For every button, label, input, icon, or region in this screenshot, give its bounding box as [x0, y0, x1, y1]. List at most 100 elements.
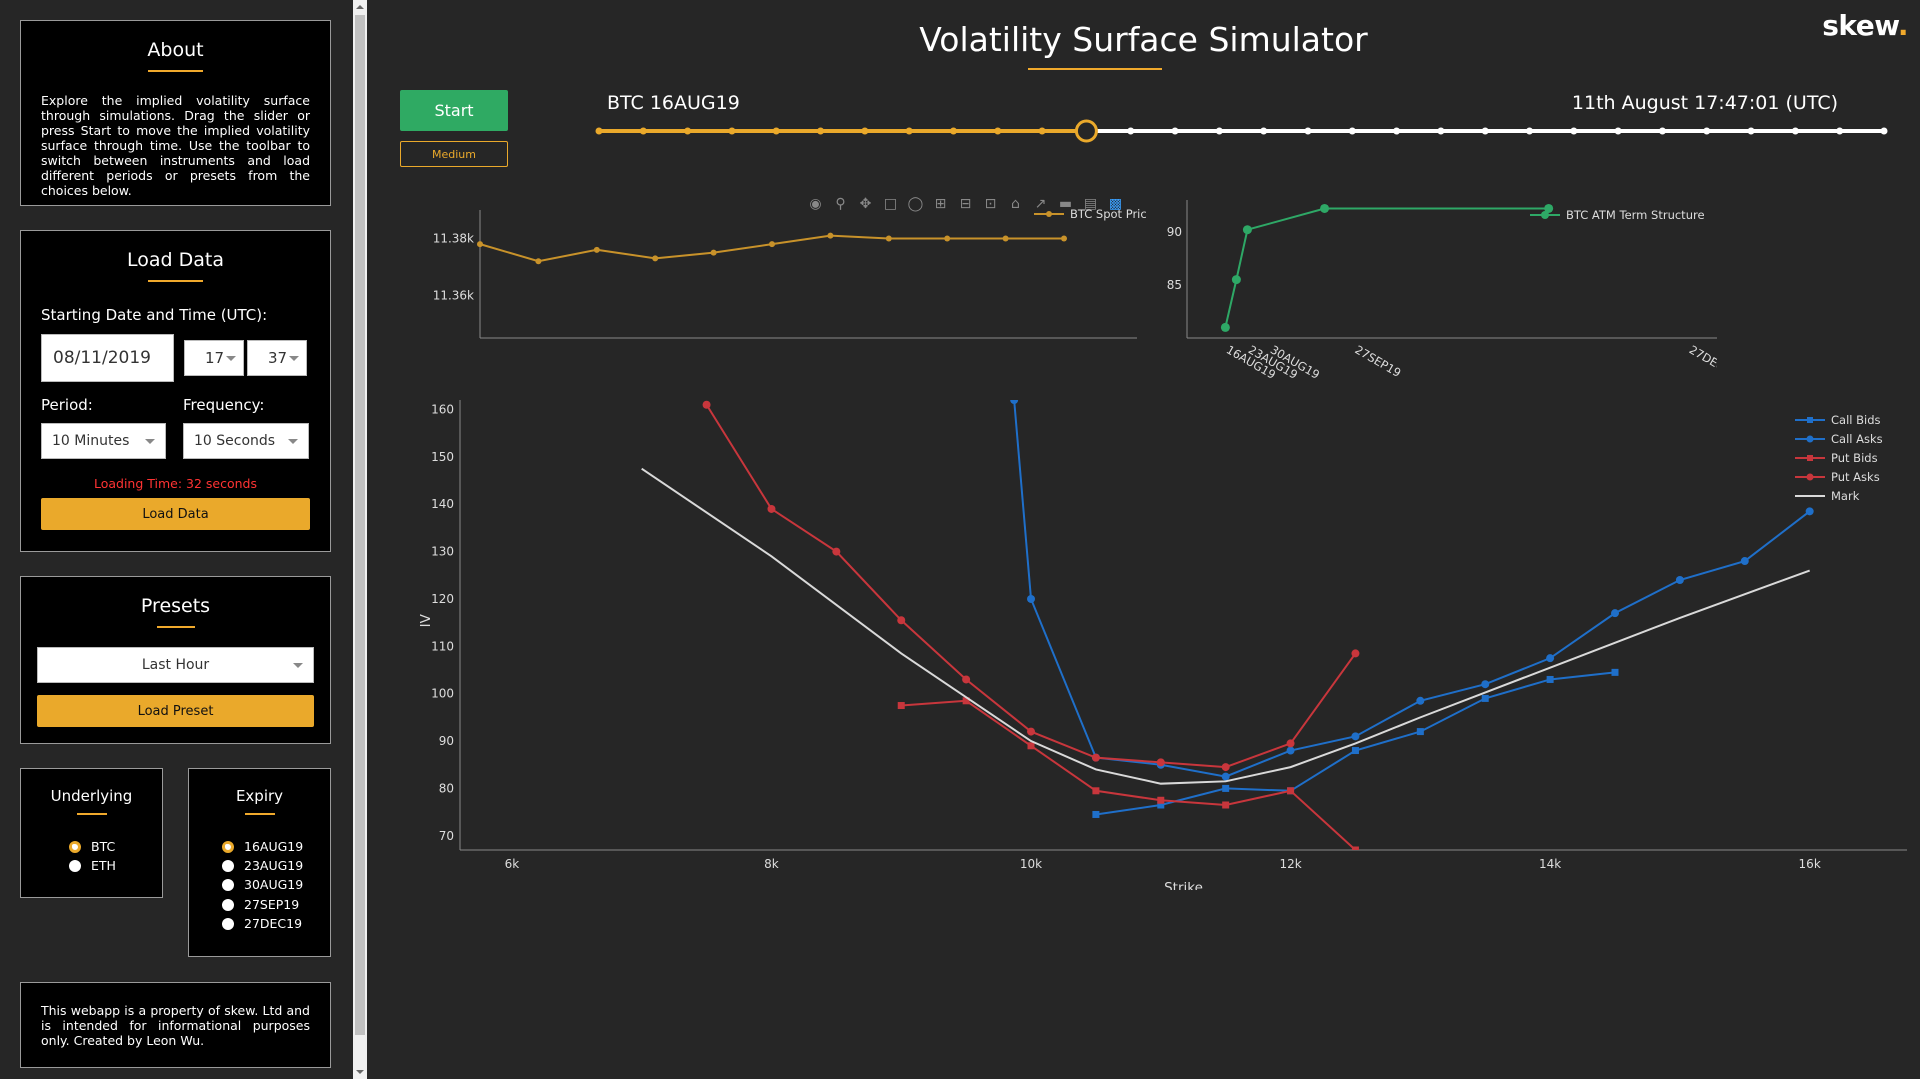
term-structure-line: [1224, 207, 1549, 328]
spot-price-point: [1002, 235, 1009, 242]
legend-marker: [1807, 417, 1813, 423]
underlying-option-eth[interactable]: ETH: [69, 858, 116, 873]
frequency-value: 10 Seconds: [194, 433, 276, 449]
slider-handle[interactable]: [1074, 119, 1098, 143]
slider-tick[interactable]: [1791, 127, 1799, 135]
slider-tick[interactable]: [728, 127, 736, 135]
zoom-in-icon[interactable]: ⊞: [934, 196, 947, 212]
radio-unchecked-icon[interactable]: [222, 917, 234, 930]
zoom-icon[interactable]: ⚲: [835, 196, 846, 212]
autoscale-icon[interactable]: ⊡: [984, 196, 997, 212]
slider-tick[interactable]: [1348, 127, 1356, 135]
slider-tick[interactable]: [1260, 127, 1268, 135]
slider-tick[interactable]: [1038, 127, 1046, 135]
legend-label: Call Asks: [1831, 432, 1883, 446]
scrollbar-thumb[interactable]: [355, 15, 365, 1035]
slider-tick[interactable]: [639, 127, 647, 135]
slider-tick[interactable]: [1437, 127, 1445, 135]
slider-tick[interactable]: [1481, 127, 1489, 135]
footer-text: This webapp is a property of skew. Ltd a…: [41, 1003, 310, 1048]
slider-tick[interactable]: [1880, 127, 1888, 135]
slider-tick[interactable]: [1836, 127, 1844, 135]
y-tick-label: 150: [431, 450, 454, 464]
start-date-input[interactable]: 08/11/2019: [41, 334, 174, 382]
sidebar-scrollbar[interactable]: [353, 0, 367, 1079]
series-point: [1157, 796, 1165, 804]
slider-tick[interactable]: [861, 127, 869, 135]
term-structure-point: [1544, 203, 1554, 213]
slider-tick[interactable]: [1215, 127, 1223, 135]
start-hour-select[interactable]: 17: [184, 340, 244, 376]
legend-marker: [1807, 455, 1813, 461]
underlying-panel: Underlying BTC ETH: [20, 768, 163, 898]
chevron-down-icon: [226, 356, 236, 361]
start-minute-select[interactable]: 37: [247, 340, 307, 376]
expiry-option-23aug19[interactable]: 23AUG19: [222, 858, 303, 873]
radio-unchecked-icon[interactable]: [222, 898, 234, 911]
slider-tick[interactable]: [1304, 127, 1312, 135]
plotly-logo-icon[interactable]: ▩: [1108, 196, 1123, 212]
series-point: [1092, 810, 1100, 818]
slider-tick[interactable]: [1127, 127, 1135, 135]
underlying-option-btc[interactable]: BTC: [69, 839, 115, 854]
slider-tick[interactable]: [595, 127, 603, 135]
slider-tick[interactable]: [1570, 127, 1578, 135]
time-slider[interactable]: [587, 118, 1897, 148]
slider-tick[interactable]: [1703, 127, 1711, 135]
hover-compare-icon[interactable]: ▤: [1083, 196, 1098, 212]
main-content: Volatility Surface Simulator skew. Start…: [367, 0, 1920, 1079]
slider-tick[interactable]: [1393, 127, 1401, 135]
series-point: [1027, 727, 1036, 736]
slider-tick[interactable]: [1526, 127, 1534, 135]
hover-closest-icon[interactable]: ▬: [1058, 196, 1073, 212]
speed-button[interactable]: Medium: [400, 141, 508, 167]
spot-price-point: [885, 235, 892, 242]
slider-tick[interactable]: [817, 127, 825, 135]
legend-marker: [1806, 473, 1814, 481]
frequency-select[interactable]: 10 Seconds: [183, 423, 309, 459]
radio-unchecked-icon[interactable]: [222, 878, 234, 891]
slider-tick[interactable]: [949, 127, 957, 135]
lasso-icon[interactable]: ◯: [907, 196, 924, 212]
slider-tick[interactable]: [1747, 127, 1755, 135]
presets-panel: Presets Last Hour Load Preset: [20, 576, 331, 744]
preset-select[interactable]: Last Hour: [37, 647, 314, 683]
load-preset-button[interactable]: Load Preset: [37, 695, 314, 727]
load-data-button[interactable]: Load Data: [41, 498, 310, 530]
series-point: [702, 400, 711, 409]
slider-tick[interactable]: [905, 127, 913, 135]
radio-checked-icon[interactable]: [69, 840, 81, 853]
load-data-panel: Load Data Starting Date and Time (UTC): …: [20, 230, 331, 552]
spike-lines-icon[interactable]: ↗: [1034, 196, 1047, 212]
expiry-option-27dec19[interactable]: 27DEC19: [222, 916, 302, 931]
box-select-icon[interactable]: □: [883, 196, 898, 212]
slider-tick[interactable]: [1171, 127, 1179, 135]
series-point: [1221, 772, 1230, 781]
series-point: [1286, 746, 1295, 755]
slider-tick[interactable]: [684, 127, 692, 135]
series-point: [1287, 787, 1295, 795]
scroll-up-icon[interactable]: [356, 5, 364, 9]
legend-marker: [1046, 211, 1052, 217]
slider-tick[interactable]: [772, 127, 780, 135]
y-tick-label: 130: [431, 545, 454, 559]
slider-tick[interactable]: [1658, 127, 1666, 135]
period-select[interactable]: 10 Minutes: [41, 423, 166, 459]
term-structure-chart: 9085IV16AUG1923AUG1930AUG1927SEP1927DEC1…: [1167, 200, 1717, 382]
reset-axes-icon[interactable]: ⌂: [1011, 196, 1020, 212]
expiry-option-16aug19[interactable]: 16AUG19: [222, 839, 303, 854]
radio-unchecked-icon[interactable]: [69, 859, 81, 872]
radio-unchecked-icon[interactable]: [222, 859, 234, 872]
series-point: [1351, 649, 1360, 658]
series-point: [1740, 557, 1749, 566]
camera-icon[interactable]: ◉: [809, 196, 822, 212]
slider-tick[interactable]: [1614, 127, 1622, 135]
start-button[interactable]: Start: [400, 90, 508, 131]
slider-tick[interactable]: [994, 127, 1002, 135]
radio-checked-icon[interactable]: [222, 840, 234, 853]
expiry-option-30aug19[interactable]: 30AUG19: [222, 877, 303, 892]
zoom-out-icon[interactable]: ⊟: [959, 196, 972, 212]
pan-icon[interactable]: ✥: [859, 196, 872, 212]
scroll-down-icon[interactable]: [356, 1070, 364, 1074]
expiry-option-27sep19[interactable]: 27SEP19: [222, 897, 299, 912]
